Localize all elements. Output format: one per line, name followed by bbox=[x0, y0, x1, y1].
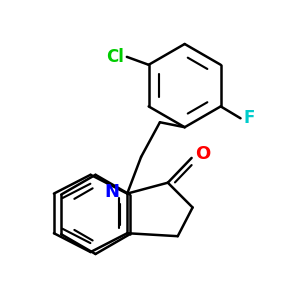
Text: N: N bbox=[104, 183, 119, 201]
Text: O: O bbox=[196, 145, 211, 163]
Text: F: F bbox=[244, 109, 255, 127]
Text: Cl: Cl bbox=[106, 48, 124, 66]
